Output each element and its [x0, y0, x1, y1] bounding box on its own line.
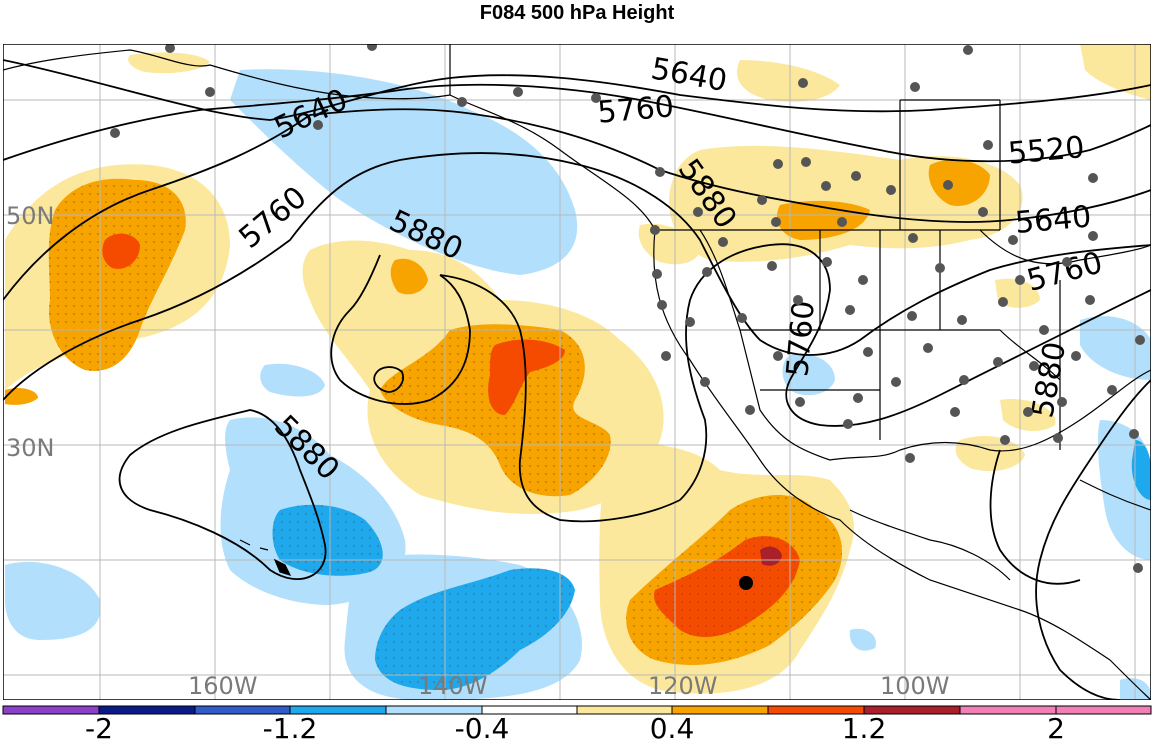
colorbar-label: 1.2 — [842, 712, 887, 742]
colorbar-segment — [864, 706, 960, 714]
colorbar-segment — [577, 706, 672, 714]
colorbar-segment — [672, 706, 768, 714]
lat-label-50n: 50N — [6, 202, 55, 230]
lon-label-140w: 140W — [418, 672, 488, 700]
lon-label-160w: 160W — [188, 672, 258, 700]
colorbar-segment — [960, 706, 1056, 714]
colorbar-label: -0.4 — [455, 712, 510, 742]
colorbar-segment — [290, 706, 386, 714]
map-title: F084 500 hPa Height — [479, 2, 675, 24]
colorbar-segment — [195, 706, 290, 714]
lon-label-120w: 120W — [648, 672, 718, 700]
positive-anomaly-high — [102, 233, 800, 637]
height-contours — [3, 59, 1151, 700]
forecast-point-marker — [739, 576, 753, 590]
stations — [110, 44, 1145, 573]
colorbar-segment — [768, 706, 864, 714]
colorbar-label: -1.2 — [263, 712, 318, 742]
colorbar — [2, 705, 1152, 715]
colorbar-label: 2 — [1047, 712, 1065, 742]
colorbar-segment — [3, 706, 99, 714]
coastlines — [3, 44, 1151, 700]
contour-label: 5640 — [1014, 199, 1093, 241]
negative-anomaly-strong — [272, 440, 1151, 690]
colorbar-segment — [386, 706, 482, 714]
colorbar-label: -2 — [85, 712, 113, 742]
graticule — [3, 44, 1151, 700]
contour-label: 5760 — [780, 299, 822, 378]
colorbar-segment — [99, 706, 195, 714]
colorbar-segment — [482, 706, 577, 714]
colorbar-segment — [1056, 706, 1151, 714]
contour-label: 5760 — [596, 89, 675, 131]
colorbar-labels: -2 -1.2 -0.4 0.4 1.2 2 — [85, 712, 1065, 742]
lat-label-30n: 30N — [6, 434, 55, 462]
contour-label: 5520 — [1007, 130, 1086, 172]
lon-label-100w: 100W — [880, 672, 950, 700]
colorbar-label: 0.4 — [650, 712, 695, 742]
